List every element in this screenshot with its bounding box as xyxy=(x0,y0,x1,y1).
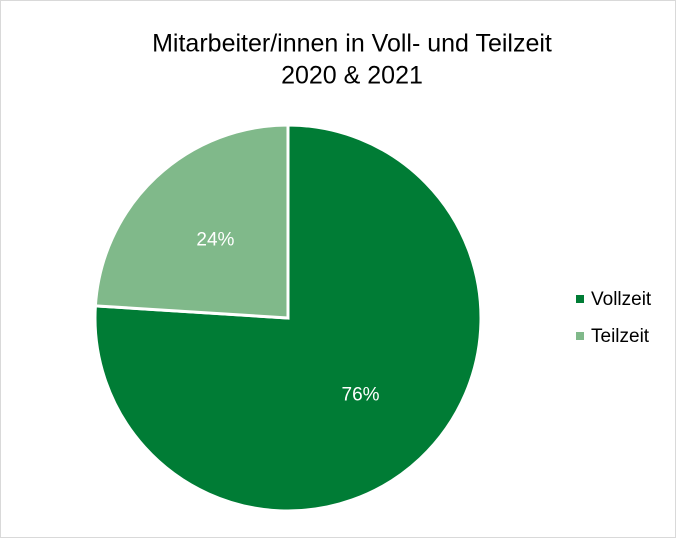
data-label: 24% xyxy=(196,230,234,251)
chart-title: Mitarbeiter/innen in Voll- und Teilzeit xyxy=(152,30,552,58)
legend-swatch xyxy=(576,295,584,303)
pie-slice xyxy=(93,123,483,513)
pie-slice xyxy=(93,123,290,320)
legend-swatch xyxy=(576,332,584,340)
chart-title: 2020 & 2021 xyxy=(281,62,423,90)
legend-label: Vollzeit xyxy=(591,289,652,310)
data-label: 76% xyxy=(342,384,380,405)
legend-label: Teilzeit xyxy=(591,326,650,347)
